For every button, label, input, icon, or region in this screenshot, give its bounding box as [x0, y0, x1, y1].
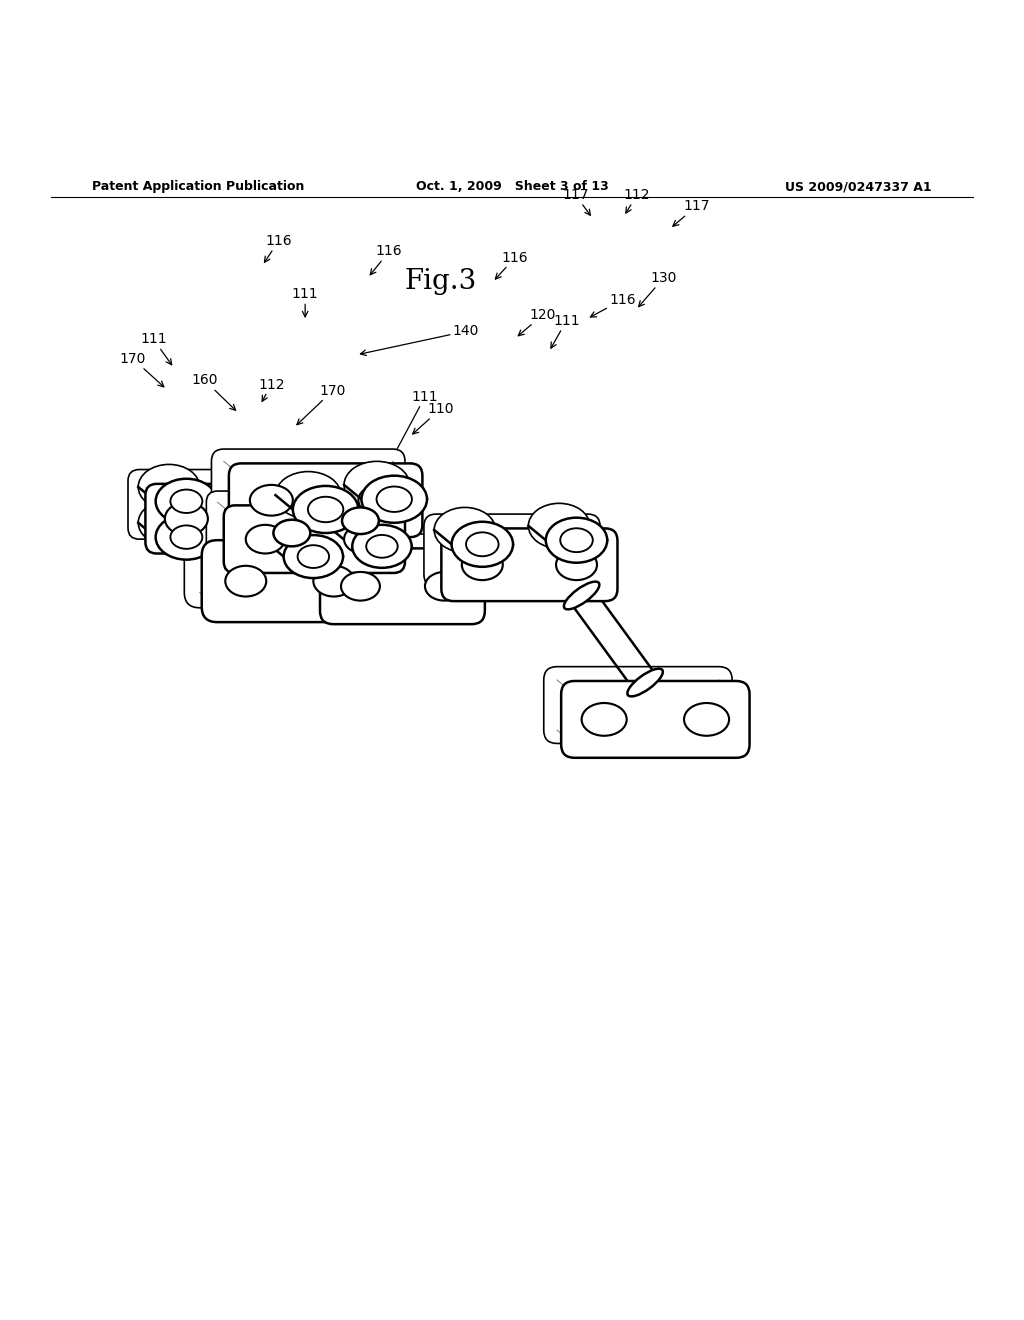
FancyBboxPatch shape — [424, 513, 600, 587]
Ellipse shape — [170, 525, 203, 549]
Ellipse shape — [350, 577, 371, 595]
Ellipse shape — [560, 528, 593, 552]
Text: 112: 112 — [258, 378, 285, 401]
Ellipse shape — [170, 490, 203, 513]
Text: 130: 130 — [639, 271, 677, 306]
Text: 117: 117 — [562, 189, 591, 215]
Text: 140: 140 — [360, 325, 479, 355]
Ellipse shape — [156, 479, 217, 524]
FancyBboxPatch shape — [184, 525, 360, 607]
Ellipse shape — [556, 549, 597, 579]
FancyBboxPatch shape — [303, 535, 467, 610]
Ellipse shape — [250, 484, 293, 516]
Text: 117: 117 — [673, 199, 710, 226]
Text: 116: 116 — [371, 244, 402, 275]
Ellipse shape — [628, 669, 663, 697]
Text: 112: 112 — [624, 189, 650, 213]
Text: 116: 116 — [264, 234, 292, 263]
FancyBboxPatch shape — [128, 470, 284, 539]
Ellipse shape — [239, 503, 282, 535]
FancyBboxPatch shape — [202, 540, 378, 622]
Text: 110: 110 — [413, 403, 454, 434]
Text: 120: 120 — [518, 308, 556, 335]
Ellipse shape — [323, 572, 345, 590]
Text: 111: 111 — [140, 333, 172, 364]
Ellipse shape — [165, 503, 208, 535]
Ellipse shape — [342, 507, 379, 535]
Text: Patent Application Publication: Patent Application Publication — [92, 181, 304, 194]
Text: 160: 160 — [191, 374, 236, 411]
Ellipse shape — [352, 525, 412, 568]
Ellipse shape — [462, 549, 503, 579]
Ellipse shape — [528, 503, 590, 548]
Ellipse shape — [564, 582, 599, 610]
Ellipse shape — [546, 517, 607, 562]
Ellipse shape — [284, 535, 343, 578]
Ellipse shape — [592, 709, 616, 730]
Ellipse shape — [234, 572, 257, 590]
Ellipse shape — [425, 572, 464, 601]
Ellipse shape — [298, 545, 329, 568]
Ellipse shape — [156, 515, 217, 560]
Text: US 2009/0247337 A1: US 2009/0247337 A1 — [785, 181, 932, 194]
FancyBboxPatch shape — [561, 681, 750, 758]
Text: 111: 111 — [292, 288, 318, 317]
Text: 111: 111 — [551, 314, 580, 348]
Text: 116: 116 — [591, 293, 636, 317]
Ellipse shape — [377, 487, 412, 512]
Ellipse shape — [684, 704, 729, 735]
Ellipse shape — [361, 475, 427, 523]
Ellipse shape — [694, 709, 719, 730]
Ellipse shape — [434, 507, 496, 553]
Text: 111: 111 — [379, 389, 438, 483]
Ellipse shape — [247, 498, 284, 525]
Ellipse shape — [466, 532, 499, 556]
Ellipse shape — [313, 566, 354, 597]
Ellipse shape — [275, 471, 341, 519]
Ellipse shape — [273, 520, 310, 546]
FancyBboxPatch shape — [544, 667, 732, 743]
Text: 116: 116 — [496, 251, 528, 279]
Ellipse shape — [434, 577, 455, 595]
FancyBboxPatch shape — [206, 491, 387, 558]
FancyBboxPatch shape — [319, 548, 485, 624]
Ellipse shape — [315, 486, 352, 512]
Ellipse shape — [266, 520, 326, 564]
FancyBboxPatch shape — [145, 484, 301, 553]
Ellipse shape — [335, 511, 394, 553]
Text: Oct. 1, 2009   Sheet 3 of 13: Oct. 1, 2009 Sheet 3 of 13 — [416, 181, 608, 194]
Ellipse shape — [582, 704, 627, 735]
Ellipse shape — [344, 462, 410, 508]
Ellipse shape — [452, 521, 513, 566]
FancyBboxPatch shape — [228, 463, 422, 537]
FancyBboxPatch shape — [211, 449, 404, 523]
Text: 170: 170 — [120, 352, 164, 387]
Ellipse shape — [341, 572, 380, 601]
Ellipse shape — [344, 525, 383, 553]
Ellipse shape — [138, 465, 200, 510]
Ellipse shape — [138, 500, 200, 545]
Ellipse shape — [246, 525, 285, 553]
Ellipse shape — [367, 535, 397, 558]
FancyBboxPatch shape — [441, 528, 617, 601]
FancyBboxPatch shape — [223, 506, 404, 573]
Ellipse shape — [358, 484, 401, 516]
Text: 170: 170 — [297, 384, 346, 425]
Ellipse shape — [293, 486, 358, 533]
Text: Fig.3: Fig.3 — [404, 268, 476, 294]
Ellipse shape — [225, 566, 266, 597]
Ellipse shape — [308, 496, 343, 523]
